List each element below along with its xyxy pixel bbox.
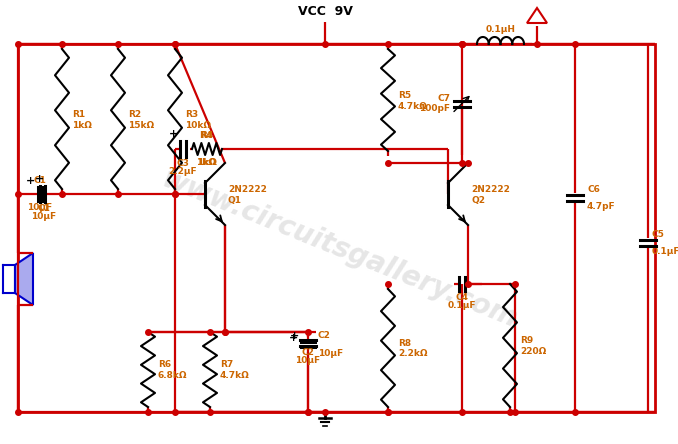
Text: VCC  9V: VCC 9V	[298, 5, 353, 18]
Text: C1: C1	[37, 204, 50, 213]
Text: 1kΩ: 1kΩ	[196, 158, 216, 167]
Text: 2.2μF: 2.2μF	[169, 167, 197, 176]
Text: C3: C3	[176, 159, 189, 168]
Text: 10μF: 10μF	[296, 356, 321, 365]
Text: 10kΩ: 10kΩ	[185, 120, 211, 130]
Text: C2: C2	[318, 332, 331, 341]
Text: Q2: Q2	[471, 195, 485, 205]
Text: +: +	[26, 176, 35, 186]
Text: R4: R4	[199, 131, 213, 140]
Text: R7: R7	[220, 360, 233, 369]
Text: C7: C7	[437, 94, 450, 103]
Text: R5: R5	[398, 91, 411, 99]
Text: +: +	[289, 333, 298, 343]
Text: R1: R1	[72, 110, 85, 119]
Text: R2: R2	[128, 110, 141, 119]
Text: 4.7kΩ: 4.7kΩ	[220, 371, 250, 380]
Text: +: +	[290, 331, 299, 341]
Text: R6: R6	[158, 360, 171, 369]
Text: 6.8kΩ: 6.8kΩ	[158, 371, 188, 380]
Text: 10μF: 10μF	[31, 212, 56, 221]
Text: R4: R4	[201, 131, 214, 140]
Text: 0.1μF: 0.1μF	[447, 301, 476, 310]
Text: 1kΩ: 1kΩ	[197, 158, 217, 167]
Text: 2N2222: 2N2222	[228, 185, 267, 194]
Text: 4.7kΩ: 4.7kΩ	[398, 102, 428, 111]
Text: www.circuitsgallery.com: www.circuitsgallery.com	[158, 165, 522, 333]
Bar	[18, 44, 655, 412]
Text: C5: C5	[652, 230, 665, 239]
Polygon shape	[15, 253, 33, 305]
Text: 100pF: 100pF	[419, 104, 450, 113]
Text: 2N2222: 2N2222	[471, 185, 510, 194]
Text: +: +	[169, 129, 178, 139]
Text: C4: C4	[456, 293, 468, 302]
Text: 10μF: 10μF	[318, 349, 343, 357]
Text: C2: C2	[302, 348, 315, 357]
Text: 0.1μF: 0.1μF	[652, 247, 678, 256]
Text: C6: C6	[587, 185, 600, 194]
Text: R9: R9	[520, 336, 534, 345]
Text: Q1: Q1	[228, 195, 242, 205]
Text: 220Ω: 220Ω	[520, 347, 546, 356]
Text: 10μF: 10μF	[27, 203, 53, 212]
Text: 15kΩ: 15kΩ	[128, 120, 154, 130]
Text: +: +	[35, 174, 43, 184]
Text: 0.1μH: 0.1μH	[485, 25, 515, 34]
Text: 2.2kΩ: 2.2kΩ	[398, 349, 428, 358]
Text: 1kΩ: 1kΩ	[72, 120, 92, 130]
Text: 4.7pF: 4.7pF	[587, 202, 616, 211]
Text: C1: C1	[34, 176, 46, 185]
Text: R3: R3	[185, 110, 198, 119]
Text: R8: R8	[398, 338, 411, 348]
